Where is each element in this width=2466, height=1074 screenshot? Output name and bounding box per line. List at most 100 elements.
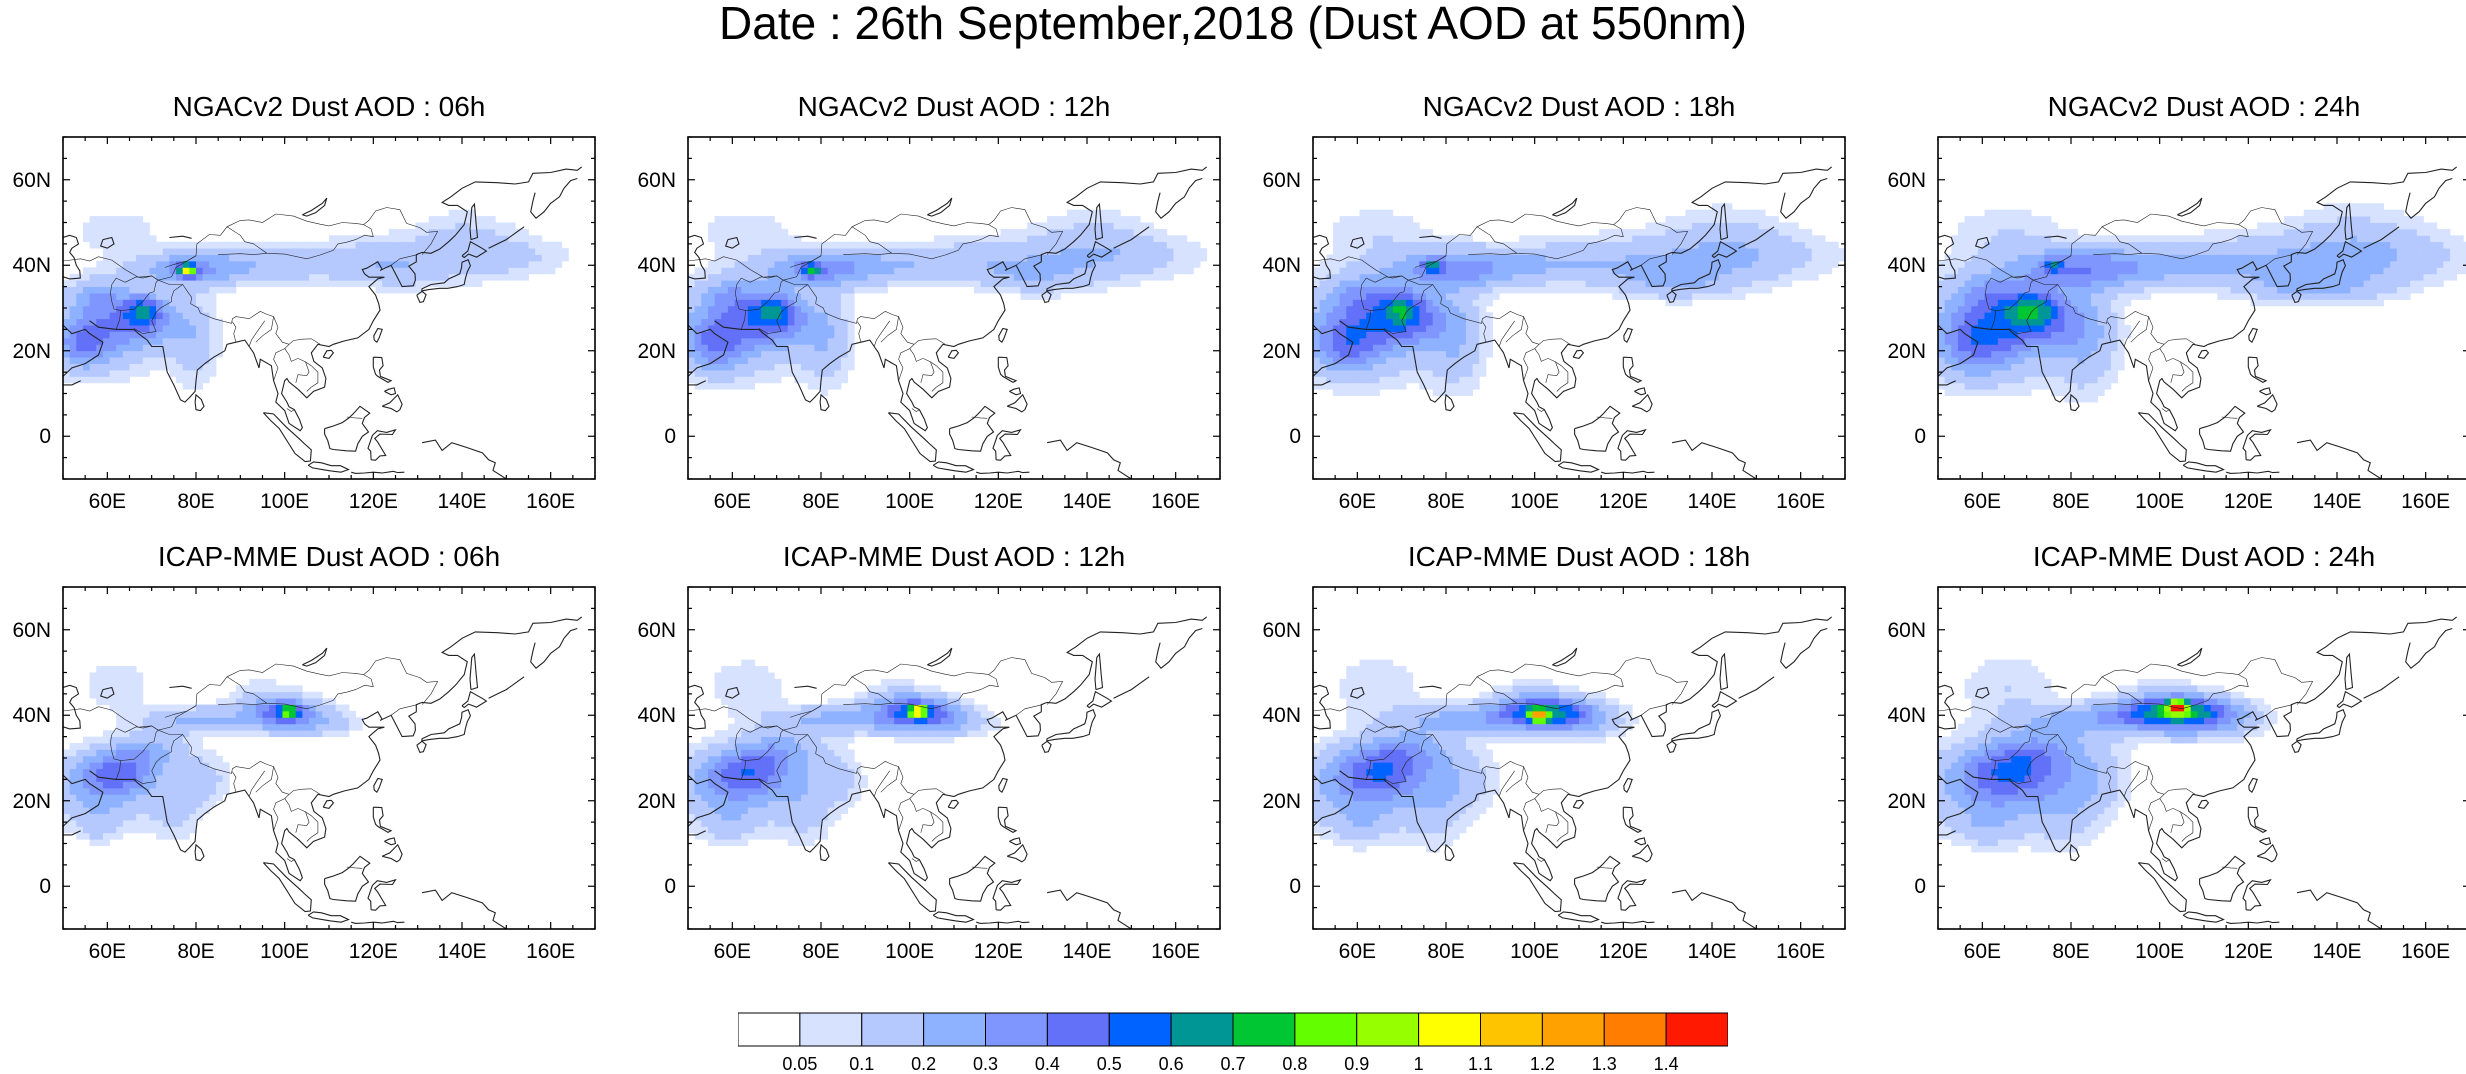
coastline (2243, 880, 2271, 910)
coastline (1419, 686, 1441, 688)
coastline (1558, 912, 1598, 922)
coastline (351, 921, 404, 923)
coastline (1573, 350, 1583, 358)
border-line (249, 321, 265, 347)
coastline (950, 856, 995, 901)
coastline (2243, 430, 2271, 460)
panel-title: NGACv2 Dust AOD : 06h (29, 93, 629, 121)
coastline (1038, 479, 1098, 485)
lon-tick-label: 80E (1406, 491, 1486, 512)
coastline (263, 863, 311, 912)
colorbar-label: 0.8 (1265, 1055, 1325, 1073)
coastline (489, 677, 524, 698)
coastline (57, 757, 63, 760)
coastline (351, 471, 404, 473)
colorbar-swatch (924, 1013, 986, 1046)
lat-tick-label: 0 (636, 876, 676, 897)
coastline (2226, 471, 2279, 473)
coastline (999, 329, 1007, 343)
coastline (998, 357, 1016, 382)
coastline (302, 198, 326, 216)
coastline (325, 406, 370, 451)
border-line (1499, 321, 1515, 347)
lon-tick-label: 120E (958, 491, 1038, 512)
lat-tick-label: 20N (636, 791, 676, 812)
coastline (2200, 406, 2245, 451)
lon-tick-label: 80E (1406, 941, 1486, 962)
lat-tick-label: 60N (1261, 620, 1301, 641)
coastline (820, 845, 829, 861)
coastline (2337, 692, 2361, 708)
panel-title: NGACv2 Dust AOD : 12h (654, 93, 1254, 121)
lat-tick-label: 20N (1261, 341, 1301, 362)
coastline (998, 807, 1016, 832)
colorbar-swatch (986, 1013, 1048, 1046)
lon-tick-label: 60E (692, 491, 772, 512)
coastline (1087, 692, 1111, 708)
lon-tick-label: 100E (2120, 941, 2200, 962)
coastline (950, 406, 995, 451)
coastline (1575, 856, 1620, 901)
lat-tick-label: 20N (11, 341, 51, 362)
coastline (2248, 807, 2266, 832)
coastline (1047, 440, 1131, 479)
border-line (874, 321, 890, 347)
coastline (2364, 677, 2400, 698)
coastline (976, 471, 1029, 473)
lon-tick-label: 160E (1136, 491, 1216, 512)
coastline (1313, 685, 1330, 729)
border-line (274, 794, 290, 830)
aod-field (63, 666, 363, 846)
coastline (1632, 845, 1652, 862)
lon-tick-label: 100E (870, 491, 950, 512)
border-line (899, 344, 915, 380)
coastline (927, 648, 951, 666)
coastline (682, 757, 688, 760)
lon-tick-label: 140E (2297, 491, 2377, 512)
coastline (1307, 307, 1313, 310)
border-line (1524, 767, 1571, 795)
coastline (2406, 629, 2453, 669)
dust-aod-map (1932, 131, 2466, 485)
border-line (285, 349, 309, 383)
dust-aod-map (1307, 131, 1851, 485)
coastline (195, 395, 204, 411)
panel-title: ICAP-MME Dust AOD : 06h (29, 543, 629, 571)
coastline (368, 880, 396, 910)
coastline (820, 395, 829, 411)
lon-tick-label: 120E (958, 941, 1038, 962)
aod-field (1313, 203, 1845, 396)
border-line (874, 771, 890, 797)
colorbar-swatch (1109, 1013, 1171, 1046)
coastline (195, 845, 204, 861)
coastline (999, 779, 1007, 793)
coastline (308, 912, 348, 922)
coastline (63, 235, 80, 279)
lon-tick-label: 120E (2208, 491, 2288, 512)
lat-tick-label: 40N (1261, 255, 1301, 276)
lon-tick-label: 160E (1761, 941, 1841, 962)
border-line (2149, 317, 2196, 345)
colorbar-label: 0.5 (1079, 1055, 1139, 1073)
coastline (2249, 779, 2257, 793)
colorbar-label: 0.05 (770, 1055, 830, 1073)
colorbar-swatch (862, 1013, 924, 1046)
coastline (1781, 629, 1828, 669)
lat-tick-label: 20N (636, 341, 676, 362)
colorbar-swatch (1233, 1013, 1295, 1046)
colorbar-swatch (1295, 1013, 1357, 1046)
colorbar-swatch (1604, 1013, 1666, 1046)
lat-tick-label: 40N (11, 255, 51, 276)
lon-tick-label: 100E (245, 941, 325, 962)
panel-title: NGACv2 Dust AOD : 24h (1904, 93, 2466, 121)
coastline (263, 413, 311, 462)
lon-tick-label: 100E (1495, 941, 1575, 962)
coastline (2198, 350, 2208, 358)
dust-aod-map (1932, 581, 2466, 935)
coastline (384, 388, 395, 395)
panel-title: ICAP-MME Dust AOD : 18h (1279, 543, 1879, 571)
coastline (2138, 863, 2186, 912)
lat-tick-label: 60N (1261, 170, 1301, 191)
colorbar-label: 1.4 (1636, 1055, 1696, 1073)
colorbar-swatch (1047, 1013, 1109, 1046)
